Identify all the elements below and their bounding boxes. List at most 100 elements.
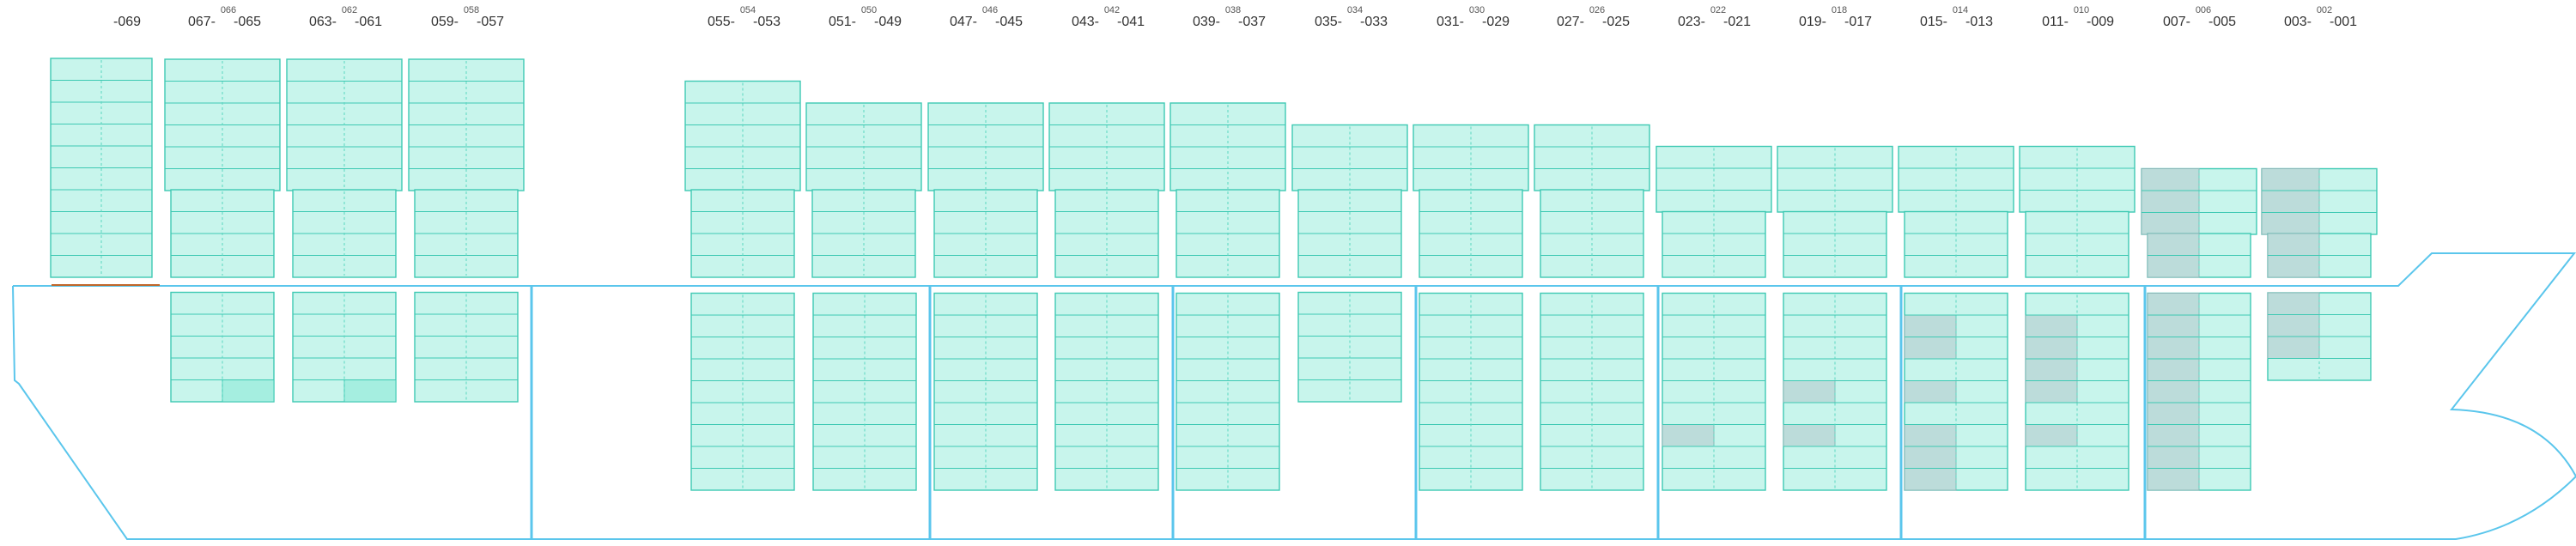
deck-stack-069 [50, 58, 153, 278]
hold-047-045 [933, 292, 1038, 491]
bay-label-left: 023- [1678, 15, 1705, 29]
deck-upper-035-033 [1291, 124, 1408, 191]
deck-upper-023-021 [1656, 145, 1772, 213]
occupied-slot [1662, 424, 1715, 447]
bay-069: -069 [113, 15, 141, 29]
deck-lower-067-065 [170, 189, 275, 278]
bay-label-left: 067- [188, 15, 216, 29]
occupied-slot [2261, 168, 2320, 235]
deck-upper-051-049 [805, 102, 922, 191]
deck-lower-027-025 [1540, 189, 1644, 278]
bay-label-mid: 054 [740, 5, 756, 15]
hold-063-061 [292, 291, 397, 403]
container-stacks [50, 58, 2378, 491]
bay-label-right: -033 [1360, 15, 1388, 29]
occupied-slot [2147, 293, 2200, 491]
bay-label-right: -057 [477, 15, 504, 29]
bay-label-mid: 058 [464, 5, 479, 15]
deck-upper-067-065 [164, 58, 281, 191]
occupied-slot [1904, 380, 1957, 403]
hold-027-025-frame [1540, 292, 1644, 491]
deck-lower-031-029 [1419, 189, 1523, 278]
bay-label-right: -061 [355, 15, 382, 29]
hold-027-025 [1540, 292, 1644, 491]
bay-label-mid: 034 [1347, 5, 1363, 15]
deck-lower-059-057 [414, 189, 519, 278]
deck-upper-027-025 [1534, 124, 1650, 191]
bay-label-mid: 062 [342, 5, 357, 15]
bay-label-left: 051- [829, 15, 856, 29]
deck-upper-015-013 [1898, 145, 2014, 213]
hold-019-017 [1783, 292, 1887, 491]
bay-label-single: -069 [113, 15, 141, 29]
bay-label-right: -017 [1844, 15, 1872, 29]
deck-lower-043-041 [1054, 189, 1159, 278]
bay-label-left: 031- [1437, 15, 1464, 29]
hold-039-037 [1176, 292, 1280, 491]
ship-hull [12, 252, 2576, 540]
bay-label-left: 063- [309, 15, 337, 29]
deck-lower-019-017 [1783, 210, 1887, 278]
deck-lower-055-053 [690, 189, 795, 278]
hold-055-053 [690, 292, 795, 491]
hold-007-005 [2147, 292, 2251, 491]
occupied-slot [1783, 424, 1836, 447]
bay-label-left: 019- [1799, 15, 1826, 29]
bay-label-right: -037 [1238, 15, 1266, 29]
bay-label-left: 011- [2042, 15, 2069, 29]
hold-043-041 [1054, 292, 1159, 491]
bay-label-right: -013 [1965, 15, 1993, 29]
bay-label-mid: 014 [1953, 5, 1968, 15]
bay-label-right: -049 [874, 15, 902, 29]
bay-label-right: -025 [1602, 15, 1630, 29]
bay-label-mid: 010 [2074, 5, 2089, 15]
bay-label-left: 055- [708, 15, 735, 29]
deck-lower-007-005 [2147, 233, 2251, 278]
bay-label-mid: 022 [1710, 5, 1726, 15]
bay-label-right: -041 [1117, 15, 1145, 29]
bay-label-right: -065 [234, 15, 261, 29]
bay-label-left: 027- [1557, 15, 1584, 29]
deck-lower-035-033 [1297, 189, 1402, 278]
deck-lower-063-061 [292, 189, 397, 278]
deck-lower-003-001 [2267, 233, 2372, 278]
bay-label-left: 047- [950, 15, 977, 29]
bay-label-mid: 006 [2196, 5, 2211, 15]
bay-label-right: -029 [1482, 15, 1510, 29]
bay-label-left: 007- [2163, 15, 2190, 29]
hold-015-013 [1904, 292, 2008, 491]
deck-upper-055-053 [684, 80, 801, 191]
bay-label-left: 059- [431, 15, 459, 29]
bay-label-mid: 046 [982, 5, 998, 15]
highlighted-slot [222, 379, 275, 403]
bay-label-right: -001 [2330, 15, 2357, 29]
deck-upper-043-041 [1048, 102, 1165, 191]
bay-label-right: -045 [995, 15, 1023, 29]
hold-031-029 [1419, 292, 1523, 491]
bay-label-right: -053 [753, 15, 781, 29]
bay-label-mid: 018 [1832, 5, 1847, 15]
deck-upper-003-001 [2261, 167, 2378, 235]
deck-lower-023-021 [1662, 210, 1766, 278]
deck-upper-047-045 [927, 102, 1044, 191]
deck-upper-011-009 [2019, 145, 2136, 213]
bay-label-mid: 030 [1469, 5, 1485, 15]
deck-upper-059-057 [408, 58, 525, 191]
hold-051-049 [812, 292, 917, 491]
occupied-slot [1783, 380, 1836, 403]
deck-lower-047-045 [933, 189, 1038, 278]
